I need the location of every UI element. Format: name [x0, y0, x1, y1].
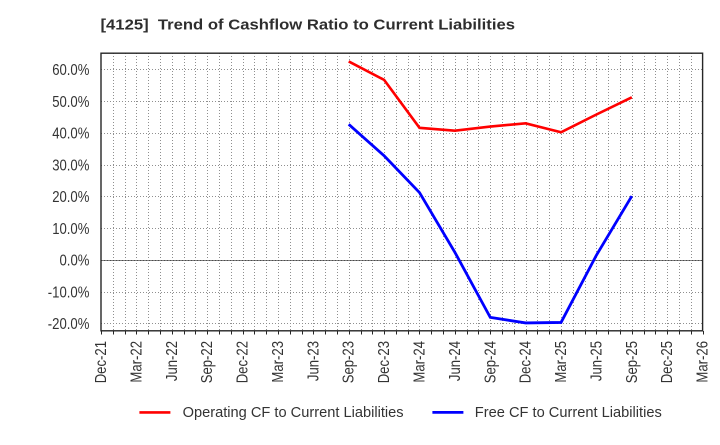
svg-text:Mar-24: Mar-24	[411, 341, 428, 383]
svg-text:Operating CF to Current Liabil: Operating CF to Current Liabilities	[183, 405, 404, 421]
svg-text:Sep-23: Sep-23	[341, 341, 358, 383]
svg-text:Mar-26: Mar-26	[695, 341, 712, 383]
svg-text:Jun-22: Jun-22	[164, 341, 181, 381]
svg-text:-10.0%: -10.0%	[48, 284, 90, 301]
svg-text:Dec-24: Dec-24	[518, 341, 535, 383]
svg-text:30.0%: 30.0%	[52, 157, 89, 174]
svg-text:[4125] Trend of Cashflow Rati: [4125] Trend of Cashflow Ratio to Curren…	[101, 17, 516, 33]
svg-text:-20.0%: -20.0%	[48, 316, 90, 333]
svg-text:Dec-22: Dec-22	[235, 341, 252, 383]
svg-text:Jun-25: Jun-25	[588, 341, 605, 381]
svg-text:Mar-25: Mar-25	[553, 341, 570, 383]
svg-text:Sep-25: Sep-25	[624, 341, 641, 383]
svg-text:Mar-23: Mar-23	[270, 341, 287, 383]
svg-text:Dec-25: Dec-25	[659, 341, 676, 383]
svg-text:Mar-22: Mar-22	[128, 341, 145, 383]
svg-text:Dec-21: Dec-21	[93, 341, 110, 383]
svg-text:Jun-23: Jun-23	[305, 341, 322, 381]
svg-text:10.0%: 10.0%	[52, 221, 89, 238]
svg-text:40.0%: 40.0%	[52, 126, 89, 143]
svg-text:Sep-24: Sep-24	[482, 341, 499, 383]
svg-text:Jun-24: Jun-24	[447, 341, 464, 381]
svg-text:60.0%: 60.0%	[52, 62, 89, 79]
svg-text:50.0%: 50.0%	[52, 94, 89, 111]
svg-text:Free CF to Current Liabilities: Free CF to Current Liabilities	[475, 405, 662, 421]
svg-text:Sep-22: Sep-22	[199, 341, 216, 383]
svg-text:Dec-23: Dec-23	[376, 341, 393, 383]
svg-text:0.0%: 0.0%	[60, 253, 90, 270]
svg-text:20.0%: 20.0%	[52, 189, 89, 206]
